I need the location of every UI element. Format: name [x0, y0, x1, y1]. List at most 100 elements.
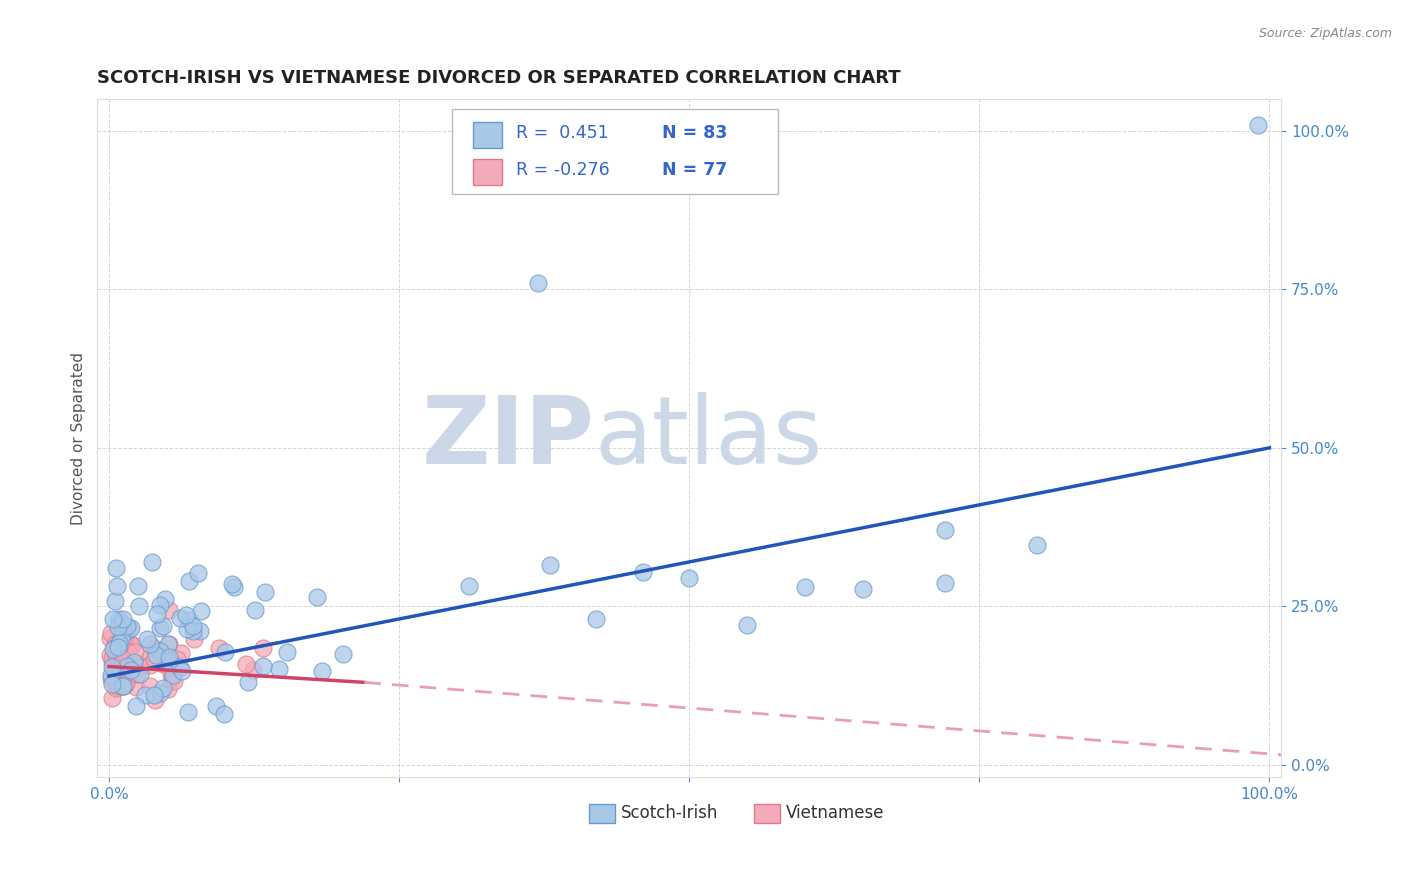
Point: [142, 641, 165, 656]
Point: [108, 612, 131, 626]
Point: [152, 681, 174, 695]
Point: [179, 574, 201, 588]
Point: [121, 622, 143, 636]
Point: [181, 624, 204, 638]
Point: [305, 590, 328, 604]
Point: [163, 674, 186, 689]
Point: [177, 706, 200, 720]
Point: [111, 656, 134, 670]
Point: [188, 624, 211, 639]
Point: [105, 666, 128, 681]
Point: [105, 649, 128, 664]
Point: [114, 657, 136, 672]
Point: [157, 681, 180, 696]
Point: [214, 645, 236, 659]
Point: [105, 561, 128, 575]
Point: [110, 655, 132, 669]
Point: [100, 668, 122, 682]
Point: [172, 665, 194, 679]
Point: [117, 650, 139, 665]
Point: [245, 602, 267, 616]
Point: [148, 621, 170, 635]
Point: [104, 640, 127, 655]
Point: [107, 640, 129, 655]
Point: [156, 637, 179, 651]
Point: [170, 646, 193, 660]
Point: [176, 622, 198, 636]
Point: [152, 619, 174, 633]
Point: [149, 598, 172, 612]
Point: [794, 580, 817, 594]
Point: [221, 576, 243, 591]
Point: [242, 663, 264, 677]
Point: [631, 565, 654, 579]
Point: [100, 691, 122, 706]
Point: [179, 613, 201, 627]
Point: [101, 676, 124, 690]
Point: [101, 655, 124, 669]
Point: [142, 652, 165, 666]
Point: [138, 679, 160, 693]
Point: [143, 642, 166, 657]
Text: SCOTCH-IRISH VS VIETNAMESE DIVORCED OR SEPARATED CORRELATION CHART: SCOTCH-IRISH VS VIETNAMESE DIVORCED OR S…: [97, 69, 901, 87]
Point: [111, 680, 134, 694]
Point: [187, 566, 209, 581]
Point: [458, 579, 481, 593]
Point: [112, 622, 135, 636]
Point: [111, 679, 134, 693]
Text: R =  0.451: R = 0.451: [516, 124, 609, 142]
Point: [107, 670, 129, 684]
Point: [105, 667, 128, 681]
Point: [105, 578, 128, 592]
Point: [112, 646, 135, 660]
Point: [118, 622, 141, 636]
Point: [138, 652, 160, 666]
Point: [111, 652, 134, 666]
Point: [107, 643, 129, 657]
Point: [157, 650, 180, 665]
FancyBboxPatch shape: [472, 159, 502, 185]
Point: [104, 656, 127, 670]
Point: [104, 593, 127, 607]
Point: [169, 659, 191, 673]
Text: Scotch-Irish: Scotch-Irish: [620, 805, 718, 822]
Point: [155, 592, 177, 607]
Point: [124, 655, 146, 669]
Point: [735, 617, 758, 632]
Point: [120, 663, 142, 677]
Point: [115, 618, 138, 632]
Point: [162, 657, 184, 672]
Point: [190, 604, 212, 618]
Point: [145, 693, 167, 707]
Point: [121, 659, 143, 673]
Point: [107, 679, 129, 693]
Y-axis label: Divorced or Separated: Divorced or Separated: [72, 351, 86, 524]
Point: [527, 276, 550, 290]
FancyBboxPatch shape: [472, 122, 502, 148]
Point: [110, 665, 132, 679]
Point: [114, 676, 136, 690]
Text: R = -0.276: R = -0.276: [516, 161, 610, 179]
Point: [107, 656, 129, 670]
Point: [125, 667, 148, 681]
Text: ZIP: ZIP: [422, 392, 595, 484]
Point: [162, 668, 184, 682]
Point: [128, 659, 150, 673]
Point: [160, 667, 183, 681]
Point: [107, 620, 129, 634]
Point: [120, 637, 142, 651]
Point: [143, 688, 166, 702]
Point: [110, 615, 132, 630]
Point: [145, 648, 167, 662]
FancyBboxPatch shape: [755, 804, 780, 823]
Point: [934, 523, 956, 537]
Point: [160, 671, 183, 685]
Point: [127, 579, 149, 593]
Point: [145, 645, 167, 659]
Point: [98, 648, 121, 663]
Point: [276, 644, 298, 658]
Point: [114, 641, 136, 656]
Point: [103, 673, 125, 687]
FancyBboxPatch shape: [453, 110, 778, 194]
Point: [103, 659, 125, 673]
